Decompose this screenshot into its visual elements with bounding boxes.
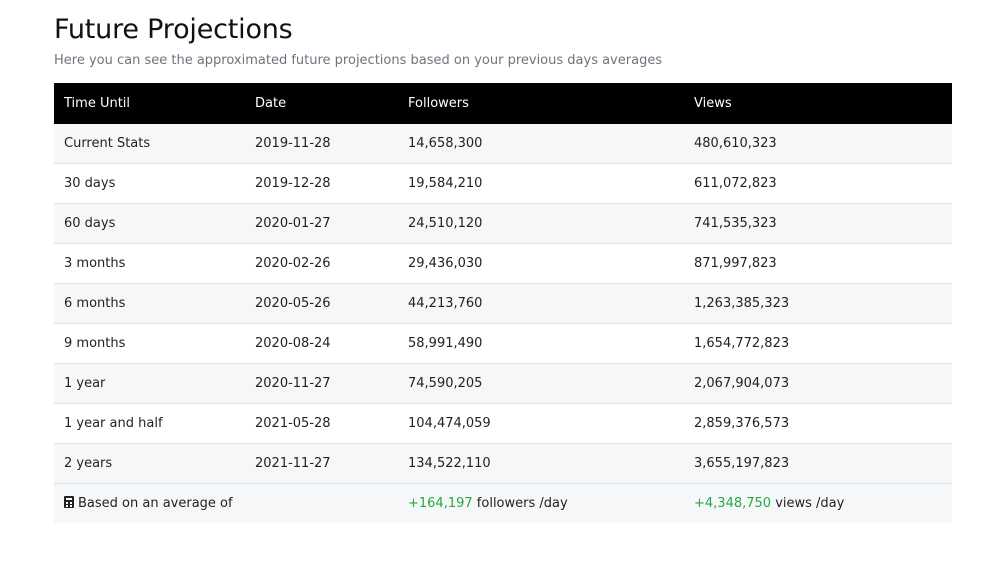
average-views-cell: +4,348,750 views /day bbox=[684, 483, 952, 523]
average-row: Based on an average of +164,197 follower… bbox=[54, 483, 952, 523]
cell-date: 2020-01-27 bbox=[245, 203, 398, 244]
column-header-date: Date bbox=[255, 96, 287, 111]
cell-views: 480,610,323 bbox=[694, 136, 777, 151]
views-per-day-value: +4,348,750 bbox=[694, 496, 772, 511]
page-subtitle: Here you can see the approximated future… bbox=[54, 53, 663, 68]
column-header-views: Views bbox=[694, 96, 732, 111]
cell-date: 2020-11-27 bbox=[245, 363, 398, 404]
cell-time-until: 9 months bbox=[54, 323, 245, 364]
cell-date: 2020-05-26 bbox=[245, 283, 398, 324]
cell-views: 1,654,772,823 bbox=[684, 323, 952, 364]
table-row: 60 days 2020-01-27 24,510,120 741,535,32… bbox=[54, 203, 952, 244]
cell-time-until: 1 year and half bbox=[54, 403, 245, 444]
cell-views: 611,072,823 bbox=[684, 163, 952, 204]
cell-followers: 58,991,490 bbox=[398, 323, 684, 364]
projections-section: Future Projections Here you can see the … bbox=[54, 10, 952, 523]
average-followers-cell: +164,197 followers /day bbox=[398, 483, 684, 523]
cell-views: 1,263,385,323 bbox=[684, 283, 952, 324]
cell-time-until: 60 days bbox=[54, 203, 245, 244]
cell-followers: 29,436,030 bbox=[398, 243, 684, 284]
average-label-cell: Based on an average of bbox=[54, 483, 398, 523]
column-header-followers: Followers bbox=[408, 96, 469, 111]
table-row: Current Stats 2019-11-28 14,658,300 480,… bbox=[54, 124, 952, 164]
cell-date: 2020-02-26 bbox=[245, 243, 398, 284]
calculator-icon bbox=[64, 496, 74, 508]
cell-followers: 104,474,059 bbox=[398, 403, 684, 444]
cell-time-until: 30 days bbox=[54, 163, 245, 204]
cell-views: 2,859,376,573 bbox=[684, 403, 952, 444]
table-row: 1 year 2020-11-27 74,590,205 2,067,904,0… bbox=[54, 363, 952, 404]
cell-time-until: 1 year bbox=[54, 363, 245, 404]
cell-views: 741,535,323 bbox=[684, 203, 952, 244]
page-title: Future Projections bbox=[54, 14, 293, 45]
cell-time-until: 6 months bbox=[54, 283, 245, 324]
table-header-row: Time Until Date Followers Views bbox=[54, 83, 952, 124]
views-per-day-unit: views /day bbox=[775, 496, 845, 511]
table-row: 1 year and half 2021-05-28 104,474,059 2… bbox=[54, 403, 952, 444]
cell-date: 2019-12-28 bbox=[245, 163, 398, 204]
followers-per-day-unit: followers /day bbox=[476, 496, 568, 511]
cell-time-until: 3 months bbox=[54, 243, 245, 284]
average-label: Based on an average of bbox=[78, 496, 233, 511]
cell-followers: 14,658,300 bbox=[408, 136, 483, 151]
cell-views: 3,655,197,823 bbox=[684, 443, 952, 484]
cell-time-until: Current Stats bbox=[64, 136, 151, 151]
cell-date: 2021-11-27 bbox=[245, 443, 398, 484]
cell-followers: 74,590,205 bbox=[398, 363, 684, 404]
cell-followers: 44,213,760 bbox=[398, 283, 684, 324]
column-header-time-until: Time Until bbox=[64, 96, 131, 111]
cell-date: 2021-05-28 bbox=[245, 403, 398, 444]
cell-views: 871,997,823 bbox=[684, 243, 952, 284]
cell-views: 2,067,904,073 bbox=[684, 363, 952, 404]
table-row: 30 days 2019-12-28 19,584,210 611,072,82… bbox=[54, 163, 952, 204]
cell-followers: 19,584,210 bbox=[398, 163, 684, 204]
table-row: 9 months 2020-08-24 58,991,490 1,654,772… bbox=[54, 323, 952, 364]
cell-followers: 134,522,110 bbox=[398, 443, 684, 484]
projections-table: Time Until Date Followers Views Current … bbox=[54, 83, 952, 523]
table-row: 6 months 2020-05-26 44,213,760 1,263,385… bbox=[54, 283, 952, 324]
table-row: 2 years 2021-11-27 134,522,110 3,655,197… bbox=[54, 443, 952, 484]
cell-time-until: 2 years bbox=[54, 443, 245, 484]
cell-date: 2020-08-24 bbox=[245, 323, 398, 364]
followers-per-day-value: +164,197 bbox=[408, 496, 473, 511]
table-row: 3 months 2020-02-26 29,436,030 871,997,8… bbox=[54, 243, 952, 284]
cell-followers: 24,510,120 bbox=[398, 203, 684, 244]
cell-date: 2019-11-28 bbox=[255, 136, 331, 151]
